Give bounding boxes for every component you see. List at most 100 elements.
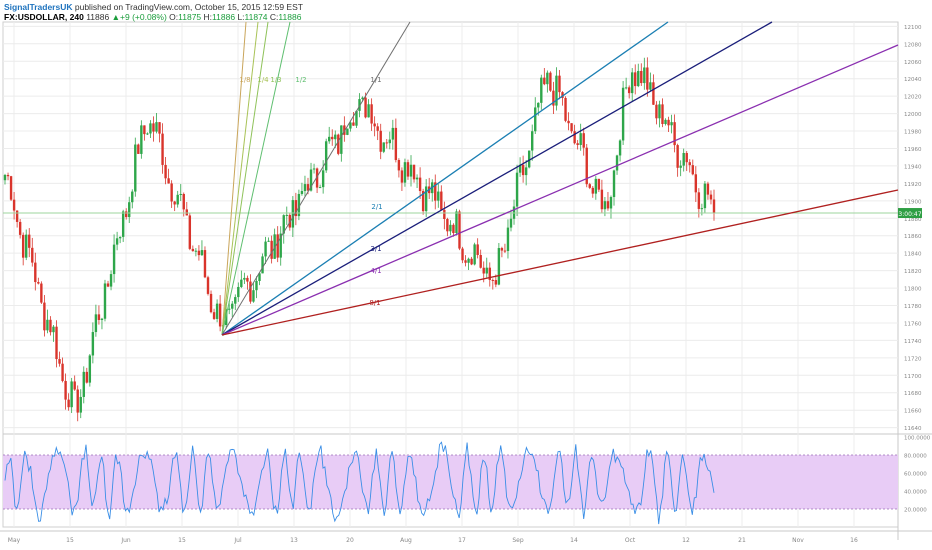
price-tick-label: 12080 [904,42,922,48]
gann-fan-label: 2/1 [371,203,382,211]
candle-body [479,254,482,268]
price-tick-label: 11860 [904,234,922,240]
candle-body [15,210,19,222]
candle-body [246,277,249,282]
candle-body [94,314,98,333]
candle-body [494,280,498,285]
candle-body [424,186,428,212]
candle-body [249,281,252,302]
candle-body [3,174,7,181]
grid-lines [3,22,898,527]
candle-body [643,67,646,84]
candle-body [455,211,458,234]
gann-fan: 1/8 1/4 1/3 1/2 1/1 2/1 3/1 4/1 8/1 [221,21,899,336]
candle-body [58,359,61,364]
candle-body [306,184,310,191]
candle-body [621,87,625,141]
candle-body [188,215,192,249]
symbol-label: FX:USDOLLAR, 240 [4,12,84,22]
candle-body [191,248,195,252]
candle-body [470,258,473,265]
candle-body [103,283,107,319]
price-tick-label: 11740 [904,339,922,345]
candle-body [149,123,152,134]
candle-body [43,302,46,331]
candle-body [61,363,64,381]
price-tick-label: 11820 [904,269,922,275]
candle-body [137,144,140,154]
last-price: 11886 [86,12,110,22]
price-tick-label: 11960 [904,147,922,153]
time-tick-label: 20 [346,537,354,544]
candle-body [349,122,352,129]
candle-body [521,164,525,176]
candle-body [385,142,388,144]
open-label: O: [169,12,179,22]
candle-body [685,152,688,163]
candle-body [706,183,710,195]
time-tick-label: 14 [570,537,578,544]
candle-body [200,250,204,256]
candle-body [415,177,419,180]
gann-fan-label: 8/1 [369,299,380,307]
candle-body [237,286,240,298]
candle-body [337,134,340,154]
candle-body [661,104,664,125]
candle-body [624,87,628,89]
candle-body [49,319,52,333]
candle-body [64,380,67,400]
candle-body [543,77,546,85]
candle-body [294,200,298,217]
candle-body [321,170,325,188]
candle-body [252,290,255,302]
candle-body [603,201,607,210]
candle-body [115,238,119,245]
candle-body [585,147,588,185]
candle-body [340,125,343,154]
gann-fan-line [221,21,773,336]
high-value: 11886 [212,12,236,22]
candle-body [694,174,698,193]
time-tick-label: Nov [792,537,804,544]
candle-body [97,314,101,320]
candle-body [618,140,622,156]
candle-body [31,247,34,263]
candle-body [76,389,79,413]
candle-body [18,221,22,235]
candle-body [167,178,170,184]
candle-body [28,234,31,248]
candle-body [228,308,231,310]
candle-body [134,144,137,192]
candle-body [140,125,143,154]
candle-body [343,125,346,135]
candle-body [467,258,470,263]
candle-body [173,201,176,205]
time-tick-label: 17 [458,537,466,544]
indicator-tick-label: 60.0000 [904,472,927,478]
price-tick-label: 11840 [904,252,922,258]
candle-body [588,184,591,188]
low-value: 11874 [244,12,268,22]
publisher-link[interactable]: SignalTradersUK [4,2,73,12]
candle-body [55,326,58,360]
price-tick-label: 11800 [904,287,922,293]
time-tick-label: Aug [400,537,412,544]
candle-body [552,90,555,106]
candle-body [449,224,452,232]
candle-body [591,187,595,194]
candle-body [485,267,488,274]
candle-body [143,125,146,135]
candle-body [185,209,188,216]
candle-body [346,128,349,135]
candle-body [531,131,534,151]
candle-body [146,133,149,135]
current-price-tag [898,208,922,219]
candle-body [679,165,682,168]
candle-body [397,160,401,171]
candle-body [670,122,673,126]
candle-body [6,174,10,177]
candle-body [712,199,716,214]
close-value: 11886 [278,12,302,22]
candle-body [491,279,495,281]
